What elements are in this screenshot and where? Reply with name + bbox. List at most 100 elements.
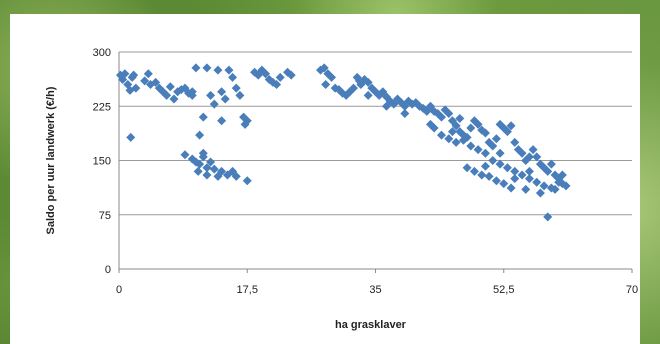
data-point: [491, 134, 501, 144]
data-point: [180, 150, 190, 160]
data-point: [458, 135, 468, 145]
y-tick-label: 225: [93, 101, 111, 113]
data-point: [224, 65, 234, 75]
data-point: [261, 69, 271, 79]
data-point: [466, 123, 476, 133]
data-point: [517, 170, 527, 180]
data-point: [447, 127, 457, 137]
data-point: [473, 119, 483, 129]
data-point: [195, 159, 205, 169]
data-point: [543, 212, 553, 222]
data-point: [554, 177, 564, 187]
data-point: [425, 119, 435, 129]
x-axis-ticks: 0 17,5 35 52,5 70: [116, 284, 638, 296]
data-point: [363, 90, 373, 100]
data-point: [521, 184, 531, 194]
chart-panel: 0 75 150 225 300 0 17,5 35 52,5 70 Saldo per uur…: [10, 14, 640, 344]
y-tick-label: 75: [99, 210, 111, 222]
data-point: [120, 69, 130, 79]
data-point: [477, 170, 487, 180]
data-point: [165, 82, 175, 92]
data-point: [524, 152, 534, 162]
data-point: [502, 127, 512, 137]
data-point: [217, 166, 227, 176]
data-point: [451, 121, 461, 131]
x-tick-label: 0: [116, 284, 122, 296]
data-point: [510, 137, 520, 147]
data-point: [126, 132, 136, 142]
y-tick-label: 150: [93, 156, 111, 168]
data-point: [513, 145, 523, 155]
data-point: [235, 90, 245, 100]
data-point: [198, 112, 208, 122]
data-point: [400, 108, 410, 118]
data-point: [140, 76, 150, 86]
data-point: [231, 171, 241, 181]
data-point: [217, 87, 227, 97]
data-point: [444, 134, 454, 144]
data-point: [198, 148, 208, 158]
data-point: [517, 148, 527, 158]
data-point: [162, 90, 172, 100]
data-point: [206, 90, 216, 100]
data-points: [115, 63, 571, 222]
data-point: [321, 80, 331, 90]
y-axis-ticks: 0 75 150 225 300: [93, 47, 111, 276]
data-point: [524, 174, 534, 184]
data-point: [546, 159, 556, 169]
data-point: [242, 116, 252, 126]
data-point: [436, 130, 446, 140]
data-point: [286, 70, 296, 80]
data-point: [131, 83, 141, 93]
data-point: [436, 112, 446, 122]
x-tick-label: 70: [626, 284, 638, 296]
y-axis-title: Saldo per uur landwerk (€/h): [45, 86, 57, 234]
data-point: [495, 148, 505, 158]
data-point: [143, 69, 153, 79]
data-point: [539, 181, 549, 191]
data-point: [532, 177, 542, 187]
data-point: [327, 72, 337, 82]
data-point: [502, 163, 512, 173]
data-point: [349, 83, 359, 93]
data-point: [191, 63, 201, 73]
x-axis-title: ha grasklaver: [335, 319, 407, 331]
data-point: [550, 184, 560, 194]
data-point: [316, 65, 326, 75]
data-point: [272, 80, 282, 90]
data-point: [469, 166, 479, 176]
data-point: [480, 161, 490, 171]
data-point: [535, 188, 545, 198]
data-point: [480, 148, 490, 158]
data-point: [488, 156, 498, 165]
data-point: [532, 152, 542, 162]
data-point: [466, 141, 476, 151]
data-point: [495, 119, 505, 129]
data-point: [213, 65, 223, 75]
data-point: [193, 166, 203, 176]
data-point: [480, 128, 490, 138]
data-point: [242, 176, 252, 186]
data-point: [484, 171, 494, 181]
data-point: [202, 170, 212, 180]
data-point: [488, 141, 498, 151]
data-point: [202, 163, 212, 173]
data-point: [510, 166, 520, 176]
data-point: [499, 179, 509, 189]
x-tick-label: 35: [369, 284, 381, 296]
data-point: [209, 99, 219, 109]
data-point: [275, 72, 285, 82]
x-tick-label: 17,5: [237, 284, 258, 296]
data-point: [473, 145, 483, 155]
data-point: [151, 77, 161, 87]
data-point: [228, 72, 238, 82]
y-tick-label: 300: [93, 47, 111, 59]
data-point: [209, 164, 219, 174]
data-point: [510, 174, 520, 184]
data-point: [557, 170, 567, 180]
data-point: [561, 181, 571, 191]
data-point: [506, 183, 516, 193]
data-point: [202, 63, 212, 73]
data-point: [528, 145, 538, 155]
data-point: [524, 166, 534, 176]
